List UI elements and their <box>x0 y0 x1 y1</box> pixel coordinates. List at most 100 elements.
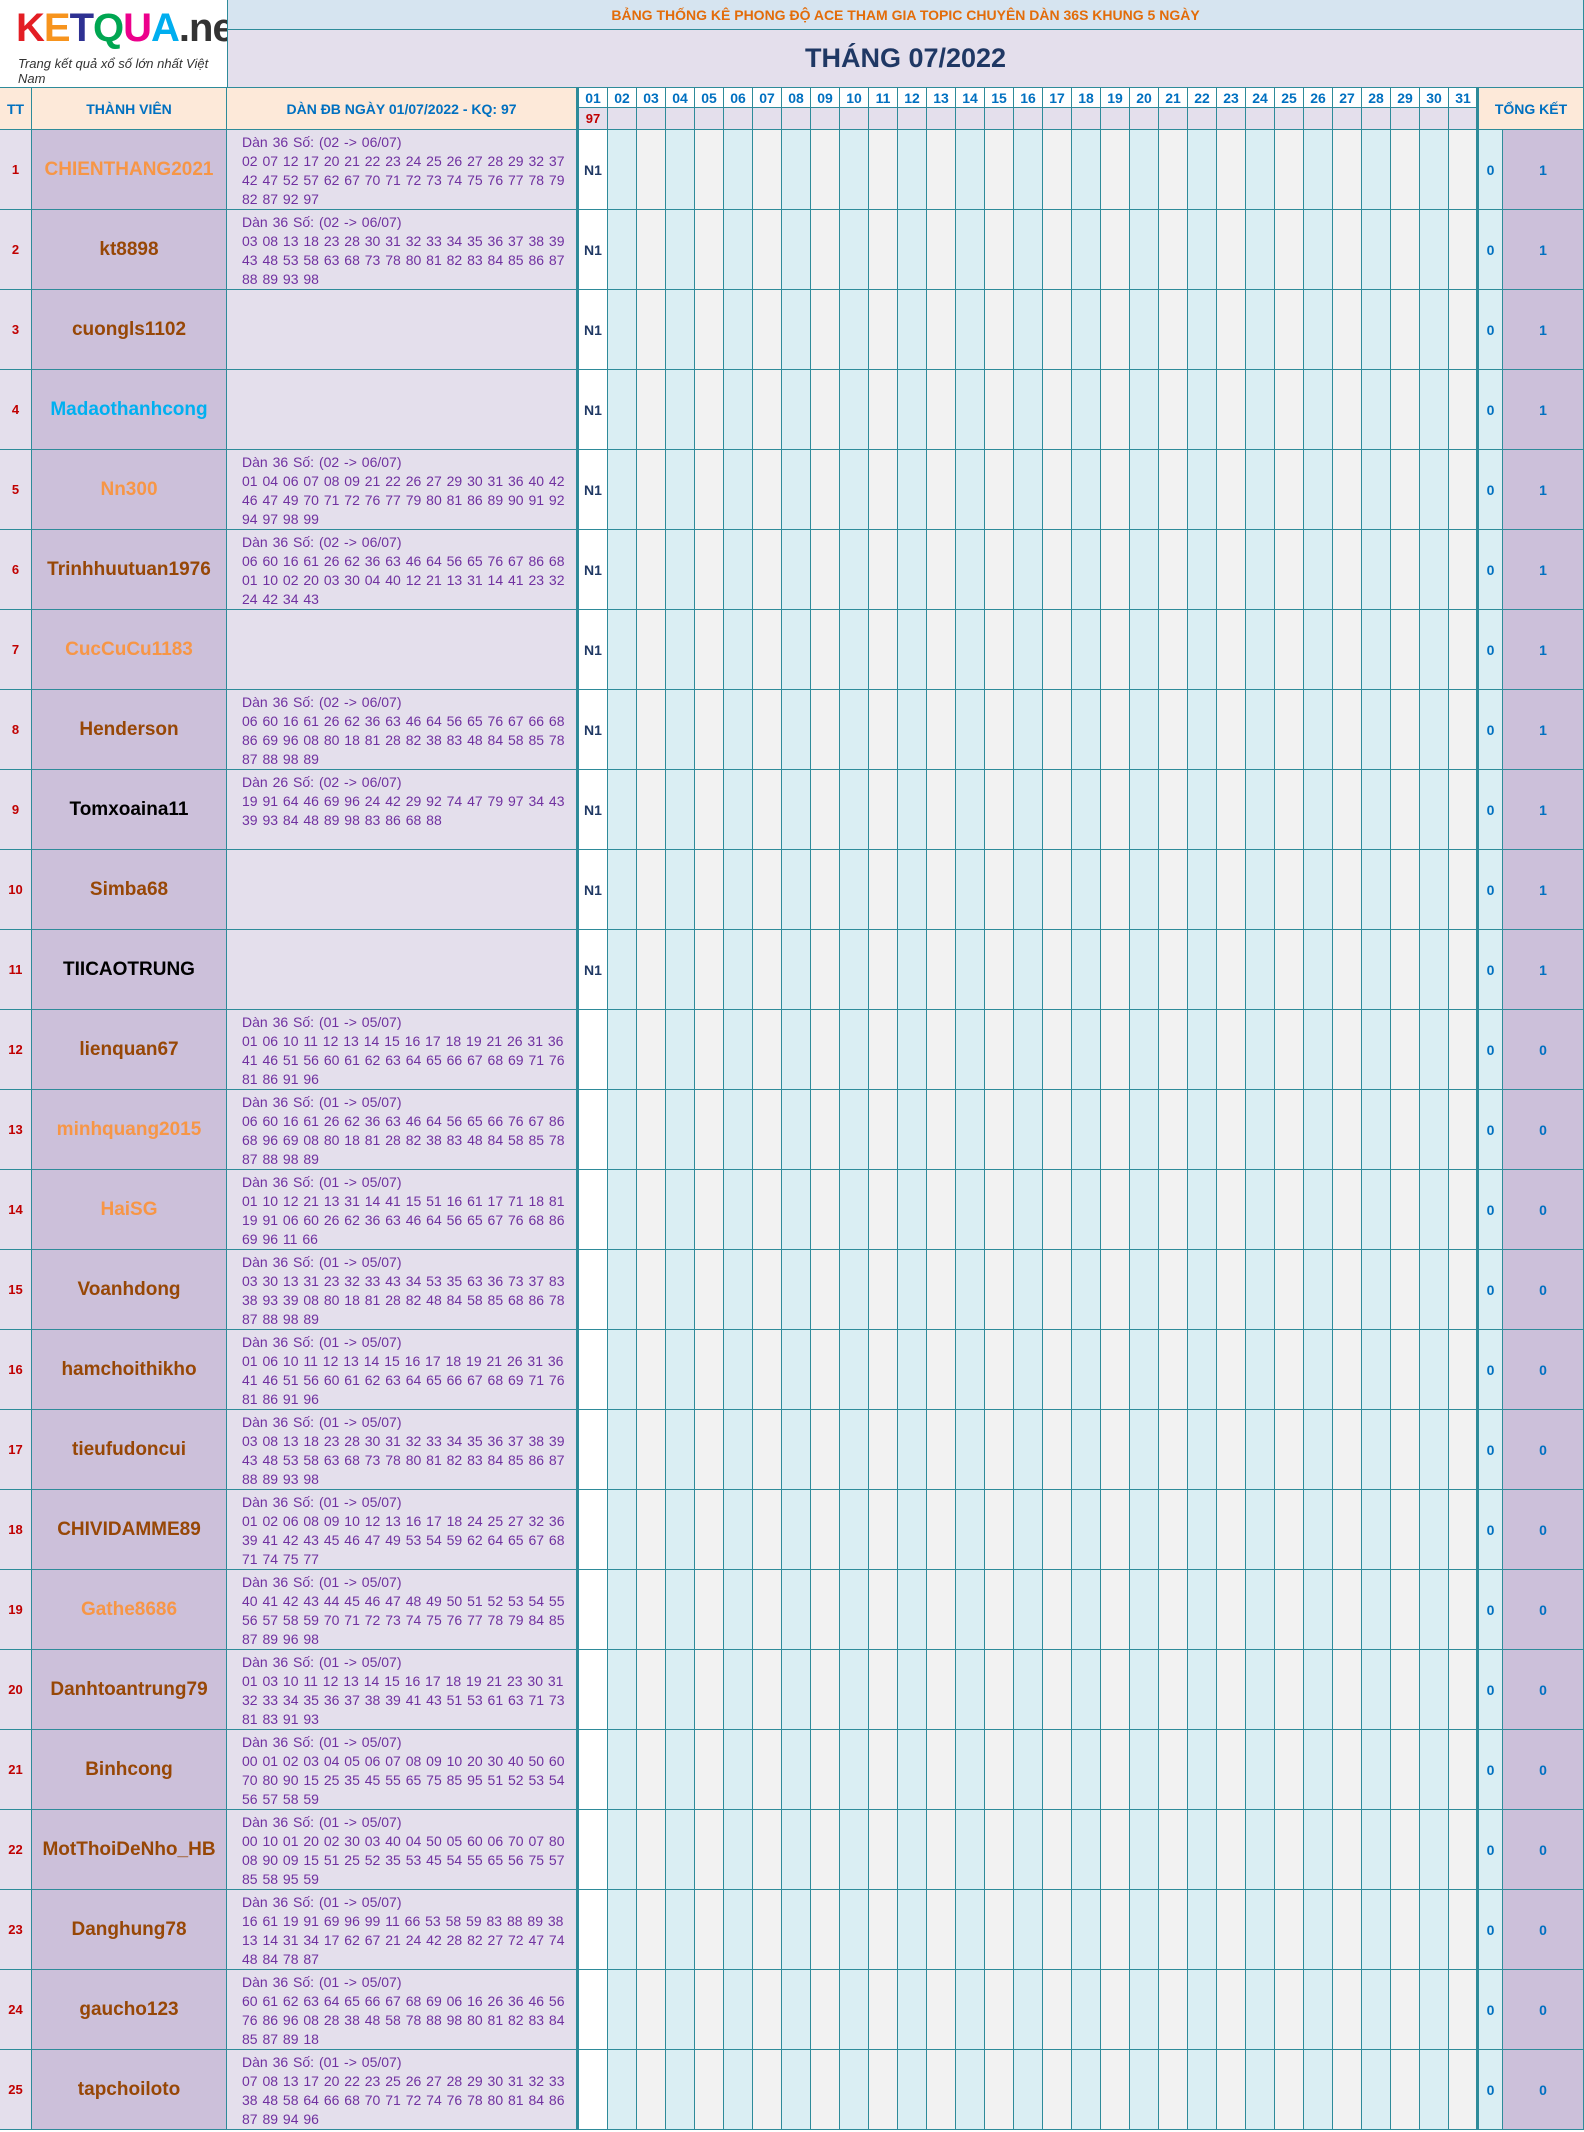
day-cell <box>898 610 927 690</box>
day-cell <box>1072 1890 1101 1970</box>
day-cell <box>1304 1410 1333 1490</box>
day-cell <box>1217 1250 1246 1330</box>
day-cell <box>985 850 1014 930</box>
day-cell <box>985 1970 1014 2050</box>
day-cell <box>724 1250 753 1330</box>
day-cell <box>753 1570 782 1650</box>
day-cell <box>811 690 840 770</box>
day-cell <box>1014 1010 1043 1090</box>
day-cell <box>608 770 637 850</box>
member-name: Gathe8686 <box>32 1570 227 1650</box>
total-count-a: 0 <box>1476 1570 1503 1650</box>
day-cell <box>579 1890 608 1970</box>
total-count-b: 0 <box>1503 2050 1584 2130</box>
day-cell <box>1101 1890 1130 1970</box>
day-cell <box>1391 290 1420 370</box>
day-result <box>1304 108 1333 130</box>
day-result <box>753 108 782 130</box>
day-cell <box>1391 1250 1420 1330</box>
day-cell <box>1130 1730 1159 1810</box>
day-cell <box>1246 210 1275 290</box>
day-cell <box>1362 1330 1391 1410</box>
day-cell <box>1391 1170 1420 1250</box>
day-cell <box>1014 930 1043 1010</box>
day-cell <box>1101 1730 1130 1810</box>
day-result <box>869 108 898 130</box>
ketqua-logo[interactable]: KETQUA.net <box>16 6 227 50</box>
day-cell <box>608 290 637 370</box>
day-cell <box>1159 1490 1188 1570</box>
day-cell <box>753 1650 782 1730</box>
day-cell <box>1101 1090 1130 1170</box>
day-cell <box>927 770 956 850</box>
day-cell <box>1072 1490 1101 1570</box>
day-cell <box>753 930 782 1010</box>
day-cell <box>1449 450 1478 530</box>
day-cell <box>1391 450 1420 530</box>
row-number: 17 <box>0 1410 32 1490</box>
day-cell <box>1275 530 1304 610</box>
day-cell <box>840 130 869 210</box>
row-number: 2 <box>0 210 32 290</box>
total-count-a: 0 <box>1476 1490 1503 1570</box>
day-cell <box>927 1410 956 1490</box>
day-cell <box>1101 130 1130 210</box>
day-cell <box>608 610 637 690</box>
total-count-a: 0 <box>1476 850 1503 930</box>
day-cell <box>927 1570 956 1650</box>
day-cell <box>782 1650 811 1730</box>
day-cell <box>579 1330 608 1410</box>
row-number: 12 <box>0 1010 32 1090</box>
day-cell <box>840 1970 869 2050</box>
member-note: Dàn 36 Số: (01 -> 05/07) 01 02 06 08 09 … <box>227 1490 579 1570</box>
day-cell <box>666 1250 695 1330</box>
day-cell <box>1159 2050 1188 2130</box>
day-cell <box>1130 850 1159 930</box>
day-mark: N1 <box>584 561 602 578</box>
day-header: 06 <box>724 88 753 108</box>
day-cell <box>1304 610 1333 690</box>
day-cell <box>1130 690 1159 770</box>
day-cell <box>1101 1650 1130 1730</box>
day-cell: N1 <box>579 450 608 530</box>
day-cell <box>1304 450 1333 530</box>
day-cell <box>1391 1810 1420 1890</box>
day-cell <box>666 1650 695 1730</box>
day-header: 04 <box>666 88 695 108</box>
day-cell <box>1246 1890 1275 1970</box>
day-cell <box>1333 450 1362 530</box>
member-note: Dàn 36 Số: (01 -> 05/07) 01 03 10 11 12 … <box>227 1650 579 1730</box>
row-number: 24 <box>0 1970 32 2050</box>
day-cell <box>782 1890 811 1970</box>
day-mark: N1 <box>584 241 602 258</box>
day-cell <box>579 1810 608 1890</box>
day-cell <box>695 1410 724 1490</box>
day-cell <box>695 210 724 290</box>
day-cell <box>956 1010 985 1090</box>
day-cell <box>753 1330 782 1410</box>
day-cell <box>811 1890 840 1970</box>
day-cell <box>1014 130 1043 210</box>
day-cell <box>1333 370 1362 450</box>
row-number: 7 <box>0 610 32 690</box>
day-cell <box>1159 610 1188 690</box>
day-cell <box>1275 1810 1304 1890</box>
day-cell <box>1130 1410 1159 1490</box>
day-cell <box>927 450 956 530</box>
day-cell <box>811 850 840 930</box>
day-cell <box>666 1570 695 1650</box>
day-cell <box>1449 610 1478 690</box>
day-cell <box>1420 1250 1449 1330</box>
day-cell <box>724 770 753 850</box>
day-cell <box>724 1970 753 2050</box>
day-cell <box>985 1650 1014 1730</box>
day-cell <box>1449 1650 1478 1730</box>
day-cell <box>1101 1410 1130 1490</box>
day-cell: N1 <box>579 610 608 690</box>
total-count-b: 0 <box>1503 1650 1584 1730</box>
day-cell <box>1246 770 1275 850</box>
member-name: Voanhdong <box>32 1250 227 1330</box>
day-cell <box>840 930 869 1010</box>
day-cell <box>695 2050 724 2130</box>
day-cell <box>869 450 898 530</box>
